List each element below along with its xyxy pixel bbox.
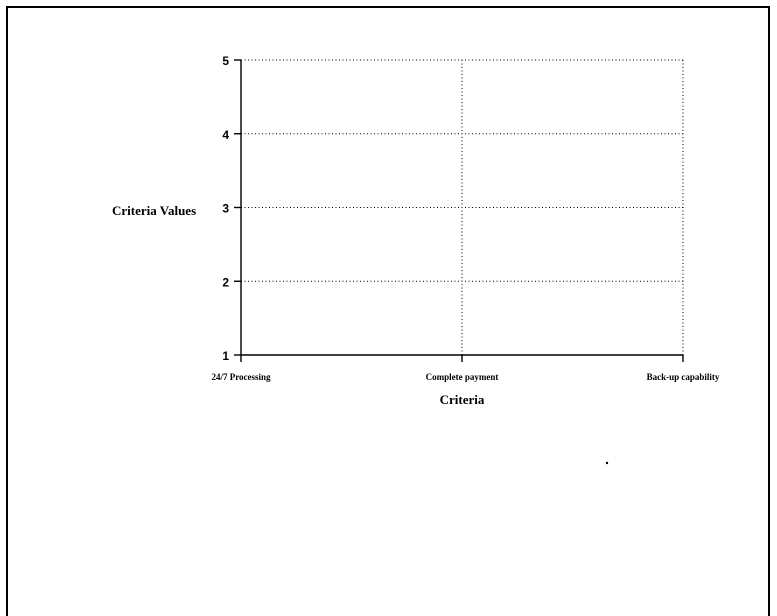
y-axis-label: Criteria Values bbox=[112, 203, 196, 218]
ticks-layer: 1 2 3 4 5 24/7 Processing Complete payment Back… bbox=[211, 54, 719, 382]
grid-layer bbox=[241, 60, 683, 355]
y-tick-label: 5 bbox=[222, 54, 229, 68]
stray-dot bbox=[606, 462, 608, 464]
y-tick-label: 3 bbox=[222, 202, 229, 216]
x-tick-label: 24/7 Processing bbox=[211, 372, 271, 382]
y-tick-label: 2 bbox=[222, 275, 229, 289]
axes-layer bbox=[234, 60, 683, 362]
x-tick-label: Back-up capability bbox=[647, 372, 720, 382]
y-tick-label: 4 bbox=[222, 128, 229, 142]
x-axis-label: Criteria bbox=[440, 392, 485, 407]
x-tick-label: Complete payment bbox=[426, 372, 499, 382]
y-tick-label: 1 bbox=[222, 349, 229, 363]
